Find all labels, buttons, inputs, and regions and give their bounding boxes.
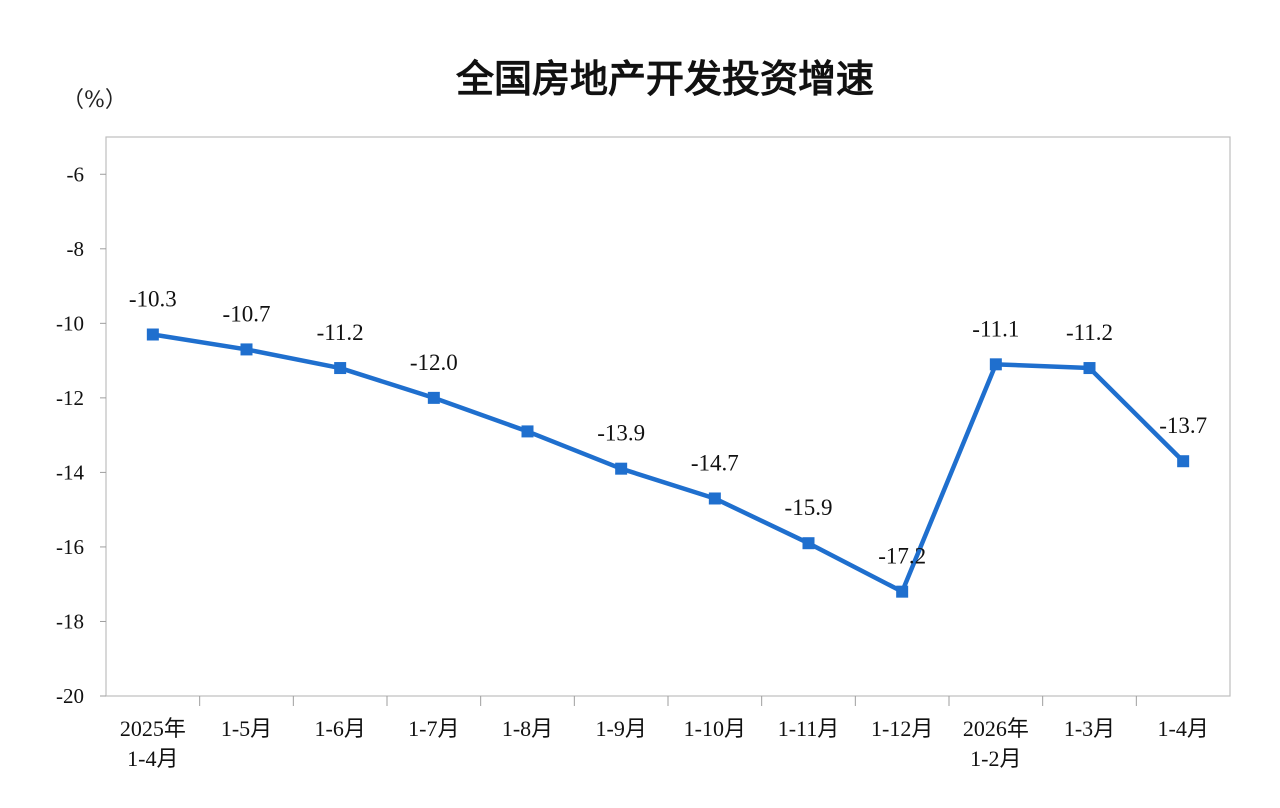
y-tick-label: -20 [56, 684, 84, 708]
x-tick-label: 1-11月 [778, 716, 840, 741]
data-label: -12.0 [410, 350, 458, 375]
x-tick-label: 1-7月 [408, 716, 459, 741]
y-tick-label: -12 [56, 386, 84, 410]
y-tick-label: -16 [56, 535, 84, 559]
data-point-marker [989, 358, 1002, 371]
x-tick-label: 1-3月 [1064, 716, 1115, 741]
plot-frame [105, 136, 1231, 697]
data-point-marker [521, 425, 534, 438]
data-label: -11.2 [317, 320, 364, 345]
x-tick-label: 1-10月 [684, 716, 746, 741]
x-tick-label: 2025年 1-4月 [120, 716, 186, 771]
data-label: -10.7 [223, 301, 271, 326]
x-tick-label: 1-4月 [1158, 716, 1209, 741]
data-point-marker [1083, 362, 1096, 375]
y-tick-label: -10 [56, 311, 84, 335]
data-point-marker [427, 391, 440, 404]
x-tick-label: 1-5月 [221, 716, 272, 741]
data-point-marker [708, 492, 721, 505]
data-point-marker [896, 585, 909, 598]
data-label: -14.7 [691, 450, 739, 475]
data-label: -10.3 [129, 287, 177, 312]
x-tick-label: 1-9月 [596, 716, 647, 741]
data-label: -13.9 [597, 421, 645, 446]
x-tick-label: 1-12月 [871, 716, 933, 741]
x-tick-label: 1-8月 [502, 716, 553, 741]
x-tick-label: 1-6月 [315, 716, 366, 741]
data-point-marker [146, 328, 159, 341]
y-tick-label: -6 [67, 162, 85, 186]
x-tick-label: 2026年 1-2月 [963, 716, 1029, 771]
series-line [152, 332, 1185, 594]
chart-title: 全国房地产开发投资增速 [455, 57, 874, 101]
data-point-marker [802, 537, 815, 550]
data-point-marker [1177, 455, 1190, 468]
data-point-marker [240, 343, 253, 356]
data-label: -11.2 [1066, 320, 1113, 345]
y-tick-label: -18 [56, 609, 84, 633]
data-label: -13.7 [1159, 413, 1207, 438]
y-tick-label: -14 [56, 460, 84, 484]
data-label: -17.2 [878, 544, 926, 569]
y-tick-label: -8 [67, 237, 85, 261]
data-label: -15.9 [785, 495, 833, 520]
y-unit-label: （%） [62, 88, 127, 113]
data-point-marker [615, 462, 628, 475]
data-label: -11.1 [972, 316, 1019, 341]
data-point-marker [334, 362, 347, 375]
